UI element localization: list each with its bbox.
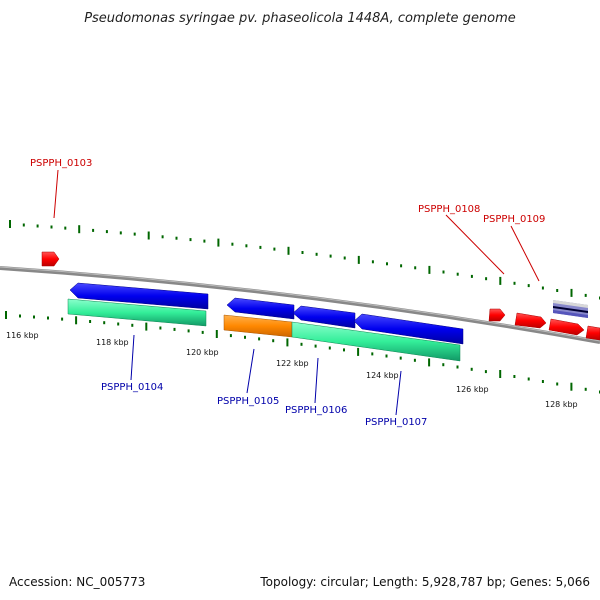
genome-summary-text: Topology: circular; Length: 5,928,787 bp…	[259, 575, 590, 589]
leader-line-0105	[246, 348, 255, 394]
genome-backbone-highlight	[0, 266, 600, 342]
leader-line-0109	[510, 225, 540, 282]
leader-line-0104	[130, 334, 135, 381]
accession-text: Accession: NC_005773	[9, 575, 145, 589]
leader-line-0103	[53, 169, 59, 219]
leader-line-0107	[395, 370, 402, 416]
feature-orange-0105[interactable]	[223, 314, 293, 338]
gene-forward-0110[interactable]	[548, 318, 585, 336]
leader-line-0106	[314, 357, 319, 404]
scale-label-122: 122 kbp	[276, 359, 309, 368]
gene-reverse-0104[interactable]	[69, 282, 209, 310]
scale-label-116: 116 kbp	[6, 331, 39, 340]
gene-forward-0111[interactable]	[585, 325, 600, 341]
gene-forward-0103[interactable]	[41, 251, 60, 267]
gene-reverse-0107[interactable]	[353, 313, 464, 345]
gene-label-0106[interactable]: PSPPH_0106	[285, 405, 347, 416]
gene-label-0109[interactable]: PSPPH_0109	[483, 214, 545, 225]
genome-backbone	[0, 266, 600, 344]
reverse-scale-ticks	[5, 311, 600, 394]
leader-line-0108	[445, 214, 505, 275]
gene-forward-0109[interactable]	[514, 312, 547, 329]
gene-label-0107[interactable]: PSPPH_0107	[365, 417, 427, 428]
gene-reverse-0105[interactable]	[226, 297, 295, 320]
feature-teal-0104[interactable]	[67, 298, 207, 327]
gene-label-0105[interactable]: PSPPH_0105	[217, 396, 279, 407]
scale-label-118: 118 kbp	[96, 338, 129, 347]
gene-label-0103[interactable]: PSPPH_0103	[30, 158, 92, 169]
scale-label-128: 128 kbp	[545, 400, 578, 409]
misc-feature[interactable]	[553, 300, 588, 318]
gene-reverse-0106[interactable]	[292, 305, 356, 329]
genome-title: Pseudomonas syringae pv. phaseolicola 14…	[84, 11, 516, 26]
scale-label-120: 120 kbp	[186, 348, 219, 357]
scale-label-124: 124 kbp	[366, 371, 399, 380]
feature-teal-0106[interactable]	[291, 321, 461, 362]
gene-label-0108[interactable]: PSPPH_0108	[418, 204, 480, 215]
forward-scale-ticks	[9, 220, 600, 300]
gene-label-0104[interactable]: PSPPH_0104	[101, 382, 163, 393]
gene-forward-0108[interactable]	[488, 308, 506, 322]
scale-label-126: 126 kbp	[456, 385, 489, 394]
